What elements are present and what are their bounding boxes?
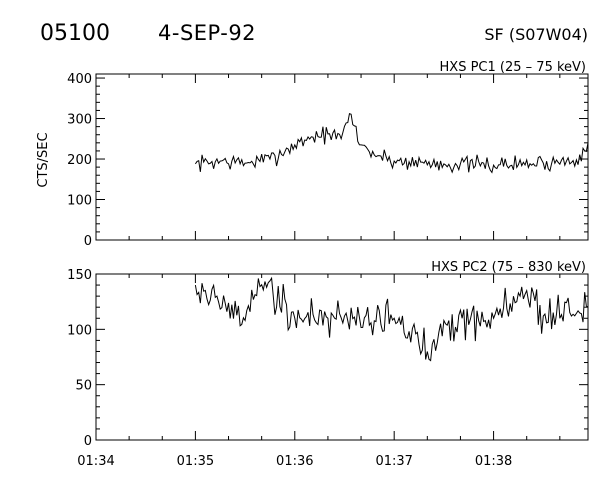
panel2-xtick-label: 01:34 [77,454,114,469]
panel2-xtick-label: 01:38 [475,454,512,469]
panel1-ytick-label: 400 [67,72,92,87]
flare-location: SF (S07W04) [484,25,588,44]
panel2-ytick-label: 150 [67,268,92,283]
panel2-frame [95,273,589,441]
panel2-series-line [194,276,589,362]
panel1-ytick-label: 200 [67,153,92,168]
event-date: 4-SEP-92 [158,21,256,45]
panel2-xtick-label: 01:37 [375,454,412,469]
panel1-plot: 0 100 200 300 400 [67,72,589,249]
panel2-xtick-label: 01:36 [276,454,313,469]
event-id: 05100 [40,21,110,46]
panel2-xtick-label: 01:35 [177,454,214,469]
panel1-series-line [194,113,589,174]
panel1-ytick-label: 100 [67,194,92,209]
panel1-ytick-label: 300 [67,113,92,128]
panel1-frame [95,73,589,241]
panel2-ytick-label: 0 [84,434,92,449]
panel1-ytick-label: 0 [84,234,92,249]
panel1-title: HXS PC1 (25 – 75 keV) [440,60,586,75]
panel2-title: HXS PC2 (75 – 830 keV) [431,260,586,275]
panel2-ytick-label: 100 [67,323,92,338]
panel2-ytick-label: 50 [75,379,92,394]
panel1-ylabel: CTS/SEC [36,132,51,187]
panel2-plot: 0 50 100 150 01:34 01:35 01:36 01:37 01:38 [67,268,589,469]
